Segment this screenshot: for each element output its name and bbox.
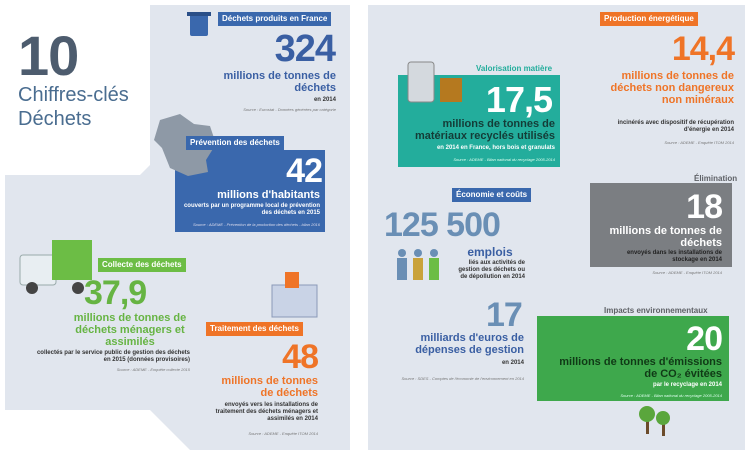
card-source: Source : ADEME - Enquête ITOM 2014 (248, 431, 318, 436)
card-note: en 2014 (501, 360, 524, 366)
card-note: par le recyclage en 2014 (652, 382, 722, 388)
card-figure: 20 (686, 320, 723, 358)
card-note: liés aux activités de gestion des déchet… (458, 260, 525, 280)
card-text: milliards d'euros de dépenses de gestion (415, 332, 524, 356)
card-source: Source : ADEME - Bilan national du recyc… (453, 157, 555, 162)
truck-body (52, 240, 92, 280)
building-roof (285, 272, 299, 288)
card-note: en 2014 en France, hors bois et granulat… (436, 145, 555, 151)
card-text: millions de tonnes d'émissions de CO₂ év… (559, 356, 722, 380)
card-source: Source : ADEME - Enquête ITOM 2014 (652, 270, 722, 275)
card-source: Source : SDES - Comptes de l'économie de… (401, 376, 524, 381)
card-note: envoyés vers les installations de traite… (215, 402, 318, 422)
card-figure: 324 (274, 28, 336, 70)
card-figure: 37,9 (84, 274, 147, 312)
card-text: millions d'habitants (217, 189, 320, 201)
card-text: millions de tonnes de déchets (609, 225, 722, 249)
card-source: Source : Eurostat - Données générées par… (243, 107, 336, 112)
card-text: millions de tonnes de déchets (221, 375, 318, 399)
truck-cab (19, 254, 57, 286)
card-note: collectés par le service public de gesti… (36, 350, 190, 363)
card-header: Élimination (694, 174, 738, 183)
card-figure: 18 (686, 188, 723, 226)
card-figure: 14,4 (671, 30, 735, 68)
card-note: incinérés avec dispositif de récupératio… (617, 120, 734, 133)
impacts-box (537, 316, 729, 401)
card-source: Source : ADEME - Enquête ITOM 2014 (664, 140, 734, 145)
card-header: Valorisation matière (476, 64, 553, 73)
card-text: millions de tonnes de déchets (223, 70, 336, 94)
card-header: Production énergétique (600, 12, 698, 26)
card-text: emplois (467, 245, 513, 259)
people-icon (397, 249, 439, 280)
card-header: Collecte des déchets (98, 258, 186, 272)
trees-icon (639, 406, 670, 436)
card-source: Source : ADEME - Enquête collecte 2015 (116, 367, 190, 372)
building-icon (271, 284, 318, 318)
card-figure: 48 (282, 338, 319, 376)
card-source: Source : ADEME - Prévention de la produc… (192, 222, 320, 227)
card-text: millions de tonnes de déchets non danger… (610, 70, 734, 106)
card-figure: 17,5 (485, 79, 553, 120)
title-line: Déchets (18, 108, 92, 130)
bin-lid (187, 12, 211, 16)
card-note: en 2014 (313, 97, 336, 103)
card-text: millions de tonnes de déchets ménagers e… (73, 312, 187, 348)
title-line: Chiffres-clés (18, 84, 129, 106)
card-figure: 42 (286, 152, 323, 190)
card-note: envoyés dans les installations de stocka… (626, 250, 722, 263)
card-header: Impacts environnementaux (604, 306, 708, 315)
card-header: Prévention des déchets (186, 136, 284, 150)
bin-icon (190, 14, 208, 36)
card-note: couverts par un programme local de préve… (183, 203, 320, 216)
card-figure: 125 500 (384, 206, 501, 244)
bale-icon (440, 78, 462, 102)
card-header: Économie et coûts (452, 188, 532, 202)
title-number: 10 (18, 24, 79, 87)
wheel (72, 282, 84, 294)
card-figure: 17 (486, 296, 523, 334)
card-source: Source : ADEME - Bilan national du recyc… (620, 393, 722, 398)
card-header: Traitement des déchets (206, 322, 303, 336)
elimination-box (590, 183, 732, 267)
silo-icon (407, 61, 435, 103)
wheel (26, 282, 38, 294)
france-map (154, 114, 216, 176)
card-text: millions de tonnes de matériaux recyclés… (414, 118, 555, 142)
card-header: Déchets produits en France (218, 12, 332, 26)
